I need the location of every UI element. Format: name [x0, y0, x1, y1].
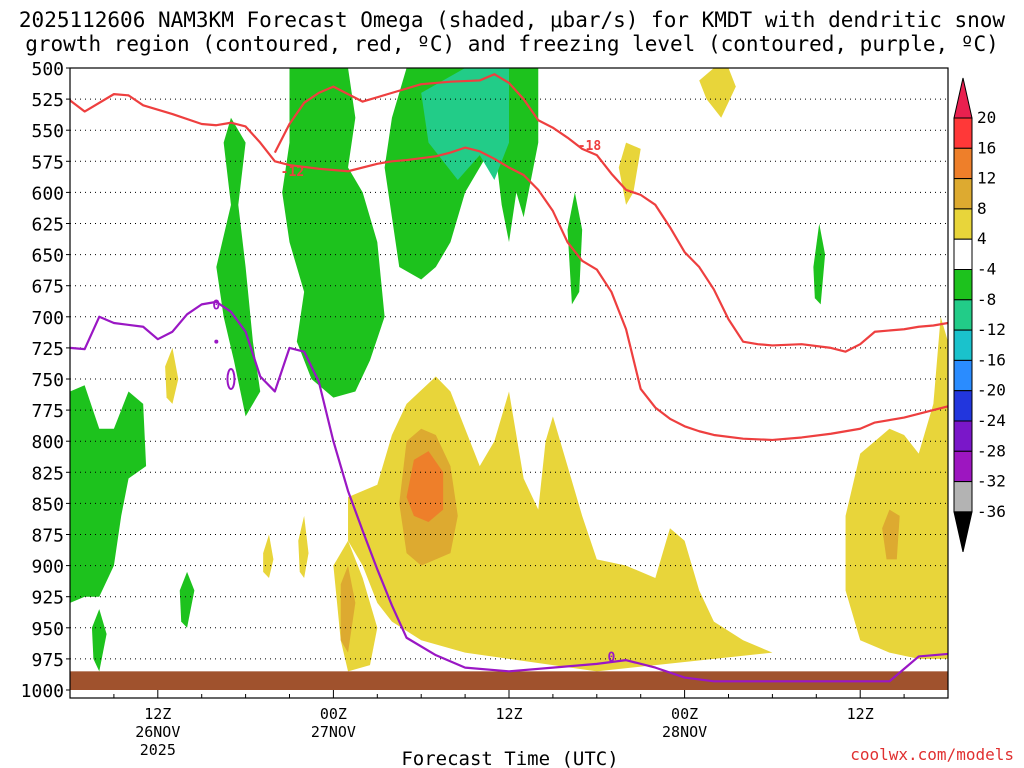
colorbar-segment	[953, 359, 973, 392]
contour-minus12-label: -12	[281, 165, 304, 180]
y-tick-label: 700	[31, 308, 64, 329]
y-tick-label: 725	[31, 339, 64, 360]
subsidence-orange-low	[340, 565, 356, 653]
y-tick-label: 575	[31, 152, 64, 173]
ascent-small-2	[91, 609, 107, 672]
colorbar-segment	[953, 238, 973, 270]
chart-title-line-2: growth region (contoured, red, ºC) and f…	[25, 32, 999, 56]
terrain-layer	[70, 671, 948, 690]
subsidence-small-4	[618, 142, 641, 205]
colorbar-label: -36	[977, 502, 1006, 521]
x-axis-label: Forecast Time (UTC)	[401, 748, 618, 768]
axes: 500 525 550 575 600 625 650 675 700 725 750 775 800 8…	[21, 59, 949, 759]
y-tick-label: 950	[31, 619, 64, 640]
colorbar-label: -8	[977, 290, 996, 309]
colorbar-label: -20	[977, 381, 1006, 400]
subsidence-max	[406, 451, 444, 523]
contour-freezing-level-dot	[214, 339, 219, 344]
y-tick-label: 975	[31, 650, 64, 671]
colorbar-top-arrow	[953, 77, 973, 119]
colorbar-label: -12	[977, 320, 1006, 339]
colorbar-segment	[953, 390, 973, 422]
y-tick-label: 675	[31, 277, 64, 298]
y-tick-label: 775	[31, 401, 64, 422]
colorbar-label: -4	[977, 260, 996, 279]
ascent-small-4	[813, 223, 826, 305]
colorbar-segment	[953, 208, 973, 240]
colorbar-label: -28	[977, 441, 1006, 460]
y-tick-label: 900	[31, 557, 64, 578]
y-tick-label: 925	[31, 588, 64, 609]
terrain-band	[70, 671, 948, 690]
y-tick-label: 800	[31, 432, 64, 453]
y-tick-label: 550	[31, 121, 64, 142]
contour-minus18	[70, 93, 948, 442]
colorbar: 20 16 12 8 4 -4 -8 -12 -16 -20 -24 -28 -32 -36	[953, 77, 1006, 553]
contour-minus12	[273, 73, 948, 353]
colorbar-segment	[953, 269, 973, 301]
site-credit[interactable]: coolwx.com/models	[850, 745, 1014, 764]
colorbar-segment	[953, 299, 973, 331]
colorbar-label: 4	[977, 229, 987, 248]
contour-freezing-level	[70, 300, 948, 683]
x-tick-label: 12Z	[847, 705, 874, 723]
chart-title-line-1: 2025112606 NAM3KM Forecast Omega (shaded…	[18, 8, 1006, 32]
colorbar-segment	[953, 329, 973, 361]
subsidence-small-3	[298, 515, 309, 579]
colorbar-label: -16	[977, 350, 1006, 369]
contour-freezing-level-label: 0	[212, 298, 220, 313]
subsidence-small-1	[165, 347, 179, 404]
contour-freezing-level-closed	[226, 368, 236, 390]
y-tick-label: 750	[31, 370, 64, 391]
y-tick-label: 600	[31, 183, 64, 204]
x-tick-label: 00Z	[671, 705, 698, 723]
ascent-small-3	[567, 192, 583, 305]
colorbar-segment	[953, 420, 973, 452]
subsidence-top-right	[699, 68, 736, 118]
subsidence-right	[845, 316, 948, 659]
y-tick-label: 625	[31, 215, 64, 236]
colorbar-segment	[953, 117, 973, 149]
subsidence-band	[348, 376, 773, 672]
x-tick-date: 26NOV	[135, 723, 180, 741]
colorbar-label: -24	[977, 411, 1006, 430]
ascent-band-far-left	[216, 117, 261, 417]
colorbar-segment	[953, 481, 973, 513]
colorbar-label: 12	[977, 169, 996, 188]
subsidence-small-2	[263, 534, 274, 579]
colorbar-bottom-arrow	[953, 511, 973, 553]
colorbar-segment	[953, 178, 973, 210]
ascent-core	[421, 68, 509, 180]
colorbar-label: 16	[977, 138, 996, 157]
x-tick-date: 27NOV	[311, 723, 356, 741]
ascent-small-1	[179, 571, 195, 628]
colorbar-segment	[953, 450, 973, 483]
x-tick-label: 12Z	[144, 705, 171, 723]
ascent-band-left	[282, 68, 385, 398]
y-tick-label: 825	[31, 463, 64, 484]
contour-freezing-level-label: 0	[608, 650, 616, 665]
x-tick-label: 12Z	[495, 705, 522, 723]
ascent-low-left	[70, 385, 147, 603]
colorbar-segment	[953, 147, 973, 180]
y-tick-label: 1000	[21, 681, 64, 702]
x-tick-date: 28NOV	[662, 723, 707, 741]
colorbar-label: -32	[977, 472, 1006, 491]
x-tick-year: 2025	[140, 741, 176, 759]
y-tick-label: 500	[31, 59, 64, 80]
x-tick-label: 00Z	[320, 705, 347, 723]
colorbar-label: 20	[977, 108, 996, 127]
y-tick-label: 525	[31, 90, 64, 111]
y-tick-label: 850	[31, 494, 64, 515]
omega-shading	[70, 68, 948, 672]
y-tick-label: 650	[31, 246, 64, 267]
colorbar-label: 8	[977, 199, 987, 218]
y-tick-label: 875	[31, 526, 64, 547]
